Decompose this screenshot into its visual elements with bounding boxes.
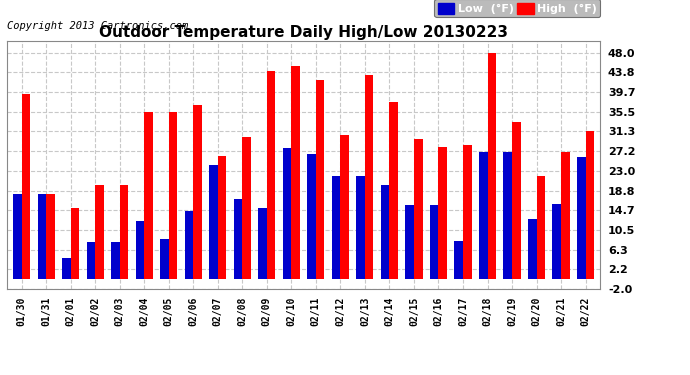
Bar [283,147,291,279]
Bar [586,130,594,279]
Bar [209,165,218,279]
Bar [504,152,512,279]
Bar [455,241,463,279]
Bar [193,105,202,279]
Text: Copyright 2013 Cartronics.com: Copyright 2013 Cartronics.com [7,21,188,32]
Bar [381,185,389,279]
Bar [414,139,422,279]
Bar [258,208,267,279]
Bar [316,80,324,279]
Bar [13,194,21,279]
Bar [62,258,70,279]
Bar [479,152,488,279]
Bar [169,112,177,279]
Bar [340,135,349,279]
Bar [46,194,55,279]
Bar [86,242,95,279]
Bar [561,152,570,279]
Bar [512,122,521,279]
Bar [405,205,414,279]
Bar [70,208,79,279]
Bar [111,242,119,279]
Bar [267,71,275,279]
Bar [160,239,169,279]
Title: Outdoor Temperature Daily High/Low 20130223: Outdoor Temperature Daily High/Low 20130… [99,25,508,40]
Bar [488,53,496,279]
Bar [119,185,128,279]
Bar [291,66,300,279]
Bar [577,157,586,279]
Bar [307,154,316,279]
Bar [95,185,104,279]
Bar [144,112,152,279]
Legend: Low  (°F), High  (°F): Low (°F), High (°F) [435,0,600,17]
Bar [234,199,242,279]
Bar [185,211,193,279]
Bar [21,94,30,279]
Bar [389,102,398,279]
Bar [553,204,561,279]
Bar [242,136,251,279]
Bar [537,176,545,279]
Bar [37,194,46,279]
Bar [332,176,340,279]
Bar [430,205,438,279]
Bar [218,156,226,279]
Bar [136,221,144,279]
Bar [356,176,365,279]
Bar [365,75,373,279]
Bar [463,145,471,279]
Bar [528,219,537,279]
Bar [438,147,447,279]
